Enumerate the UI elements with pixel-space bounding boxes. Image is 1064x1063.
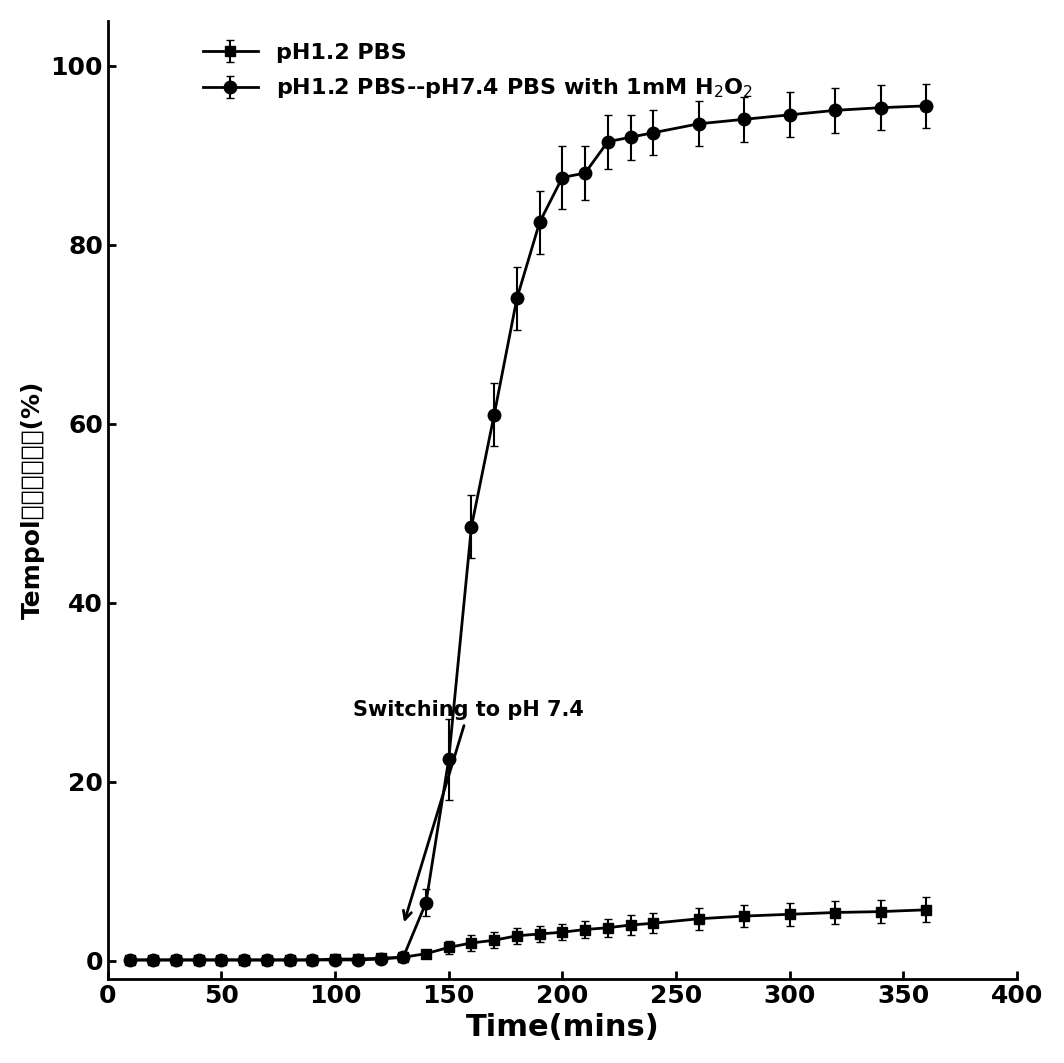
Text: Switching to pH 7.4: Switching to pH 7.4 bbox=[353, 701, 584, 919]
X-axis label: Time(mins): Time(mins) bbox=[465, 1013, 660, 1042]
Y-axis label: Tempol的累积释放率(%): Tempol的累积释放率(%) bbox=[21, 381, 45, 619]
Legend: pH1.2 PBS, pH1.2 PBS--pH7.4 PBS with 1mM H$_2$O$_2$: pH1.2 PBS, pH1.2 PBS--pH7.4 PBS with 1mM… bbox=[192, 32, 764, 112]
